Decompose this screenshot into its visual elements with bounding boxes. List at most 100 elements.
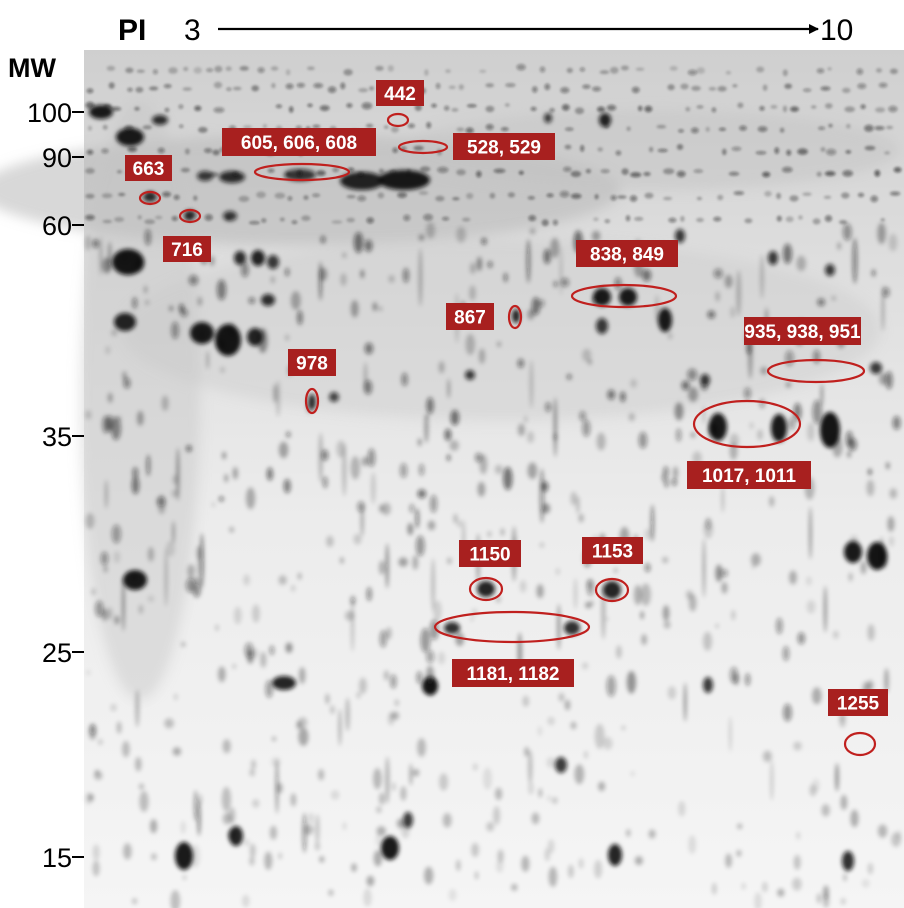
protein-spot [628, 413, 635, 422]
protein-spot [278, 852, 282, 860]
protein-spot [424, 866, 434, 885]
protein-spot [184, 214, 193, 221]
protein-spot [757, 429, 763, 441]
protein-spot [269, 825, 277, 840]
protein-spot [537, 726, 542, 737]
protein-spot [137, 215, 142, 220]
protein-spot [732, 84, 738, 88]
protein-spot [118, 192, 126, 197]
protein-spot [145, 300, 149, 305]
protein-spot [703, 538, 705, 598]
protein-spot [789, 570, 797, 585]
protein-spot [517, 423, 526, 436]
protein-spot [512, 309, 520, 323]
protein-spot [615, 150, 622, 156]
protein-spot [136, 69, 145, 73]
protein-spot [782, 166, 793, 173]
protein-spot [870, 195, 878, 203]
protein-spot [539, 66, 546, 73]
protein-spot [696, 105, 704, 109]
protein-spot [528, 782, 534, 795]
protein-spot [217, 339, 226, 350]
protein-spot [452, 197, 460, 201]
protein-spot [793, 855, 801, 870]
protein-spot [614, 568, 618, 573]
protein-spot [703, 631, 712, 651]
protein-spot [762, 881, 768, 893]
protein-spot [426, 650, 435, 664]
protein-spot [812, 687, 822, 705]
protein-spot [871, 269, 876, 277]
protein-spot [860, 561, 867, 575]
protein-spot [162, 191, 172, 197]
protein-spot [629, 195, 638, 202]
protein-spot [493, 168, 506, 173]
protein-spot [823, 586, 827, 633]
protein-spot [373, 768, 382, 790]
spot-label: 1153 [582, 537, 643, 564]
protein-spot [169, 305, 174, 311]
protein-spot [111, 329, 118, 337]
protein-spot [793, 403, 802, 421]
protein-spot [751, 563, 755, 570]
protein-spot [92, 860, 100, 877]
protein-spot [776, 617, 783, 635]
protein-spot [166, 540, 175, 557]
protein-spot [586, 579, 595, 596]
protein-spot [85, 235, 91, 251]
protein-spot [343, 69, 353, 76]
protein-spot [442, 216, 450, 221]
protein-spot [705, 126, 710, 132]
protein-spot [743, 387, 752, 400]
protein-spot [809, 506, 812, 560]
spot-label: 605, 606, 608 [222, 128, 376, 156]
protein-spot [866, 479, 875, 497]
protein-spot [312, 124, 321, 129]
protein-spot [565, 127, 574, 131]
protein-spot [470, 616, 474, 622]
protein-spot [841, 192, 850, 199]
protein-spot [267, 255, 279, 269]
protein-spot [592, 86, 601, 92]
protein-spot [297, 310, 303, 325]
spot-label-text: 978 [296, 354, 328, 375]
protein-spot [722, 148, 727, 156]
protein-spot [303, 195, 309, 201]
protein-spot [417, 738, 426, 757]
protein-spot [86, 88, 94, 94]
protein-spot [843, 873, 847, 882]
protein-spot [103, 565, 108, 573]
protein-spot [662, 605, 670, 621]
protein-spot [157, 147, 165, 154]
protein-spot [842, 170, 854, 177]
spot-label: 528, 529 [453, 133, 555, 160]
protein-spot [329, 392, 339, 402]
protein-spot [124, 125, 134, 132]
protein-spot [363, 362, 368, 393]
protein-spot [144, 219, 156, 225]
protein-spot [590, 599, 594, 607]
protein-spot [620, 65, 629, 71]
protein-spot [676, 170, 686, 178]
protein-spot [532, 86, 538, 93]
protein-spot [625, 215, 631, 222]
protein-spot [539, 542, 545, 548]
protein-spot [668, 217, 677, 223]
protein-spot [553, 280, 558, 288]
protein-spot [893, 167, 902, 173]
protein-spot [826, 148, 837, 156]
protein-spot [381, 502, 391, 516]
protein-spot [465, 370, 475, 380]
protein-spot [377, 192, 385, 199]
mw-tick-label: 35 [42, 422, 72, 452]
protein-spot [796, 255, 806, 271]
protein-spot [249, 221, 260, 225]
protein-spot [848, 572, 853, 582]
protein-spot [812, 218, 821, 225]
protein-spot [547, 839, 555, 854]
protein-spot [552, 219, 558, 226]
spot-circle [304, 387, 320, 415]
protein-spot [728, 171, 740, 176]
protein-spot [527, 462, 538, 480]
protein-spot [211, 501, 216, 508]
